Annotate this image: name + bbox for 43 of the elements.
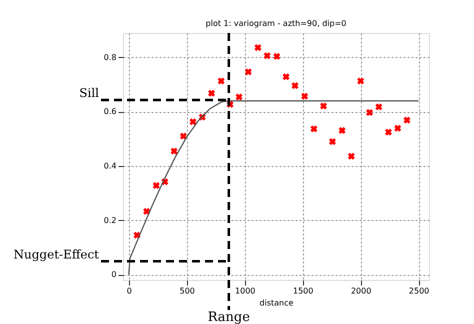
x-tick-label: 2500 [408, 286, 430, 296]
point [375, 103, 382, 110]
point [273, 52, 280, 60]
point [357, 78, 364, 85]
x-tick-label: 500 [180, 286, 195, 296]
point [208, 90, 216, 97]
point [292, 82, 299, 90]
point [282, 73, 290, 80]
point [143, 208, 150, 215]
point [254, 44, 262, 52]
point [190, 118, 197, 126]
y-tick-label: 0.2 [104, 216, 116, 225]
point [244, 68, 252, 76]
point [236, 94, 243, 101]
ref-line-label: Sill [79, 86, 100, 100]
line-series [128, 100, 420, 276]
point [170, 148, 178, 155]
point [320, 102, 328, 110]
point [152, 182, 160, 190]
point [338, 126, 346, 134]
y-tick-label: 0 [111, 270, 116, 280]
point [403, 116, 410, 124]
point [394, 124, 402, 132]
x-tick-label: 1500 [292, 286, 314, 296]
x-tick-label: 0 [126, 286, 132, 296]
point [180, 132, 187, 140]
y-tick-label: 0.6 [104, 107, 116, 116]
x-tick-label: 1000 [235, 286, 256, 296]
point [366, 109, 374, 116]
point [264, 52, 271, 60]
x-tick-label: 2000 [350, 286, 372, 296]
point [301, 92, 308, 100]
point [384, 128, 392, 136]
ref-line-label: Range [208, 310, 250, 324]
y-tick-label: 0.4 [104, 162, 116, 170]
x-axis-title: distance [260, 298, 294, 308]
ref-line-label: Nugget-Effect [14, 247, 100, 262]
point [310, 125, 318, 132]
point [218, 78, 225, 85]
chart-title: plot 1: variogram - azth=90, dip=0 [206, 18, 346, 28]
point [328, 138, 336, 146]
point [348, 152, 355, 160]
y-tick-label: 0.8 [104, 52, 116, 62]
